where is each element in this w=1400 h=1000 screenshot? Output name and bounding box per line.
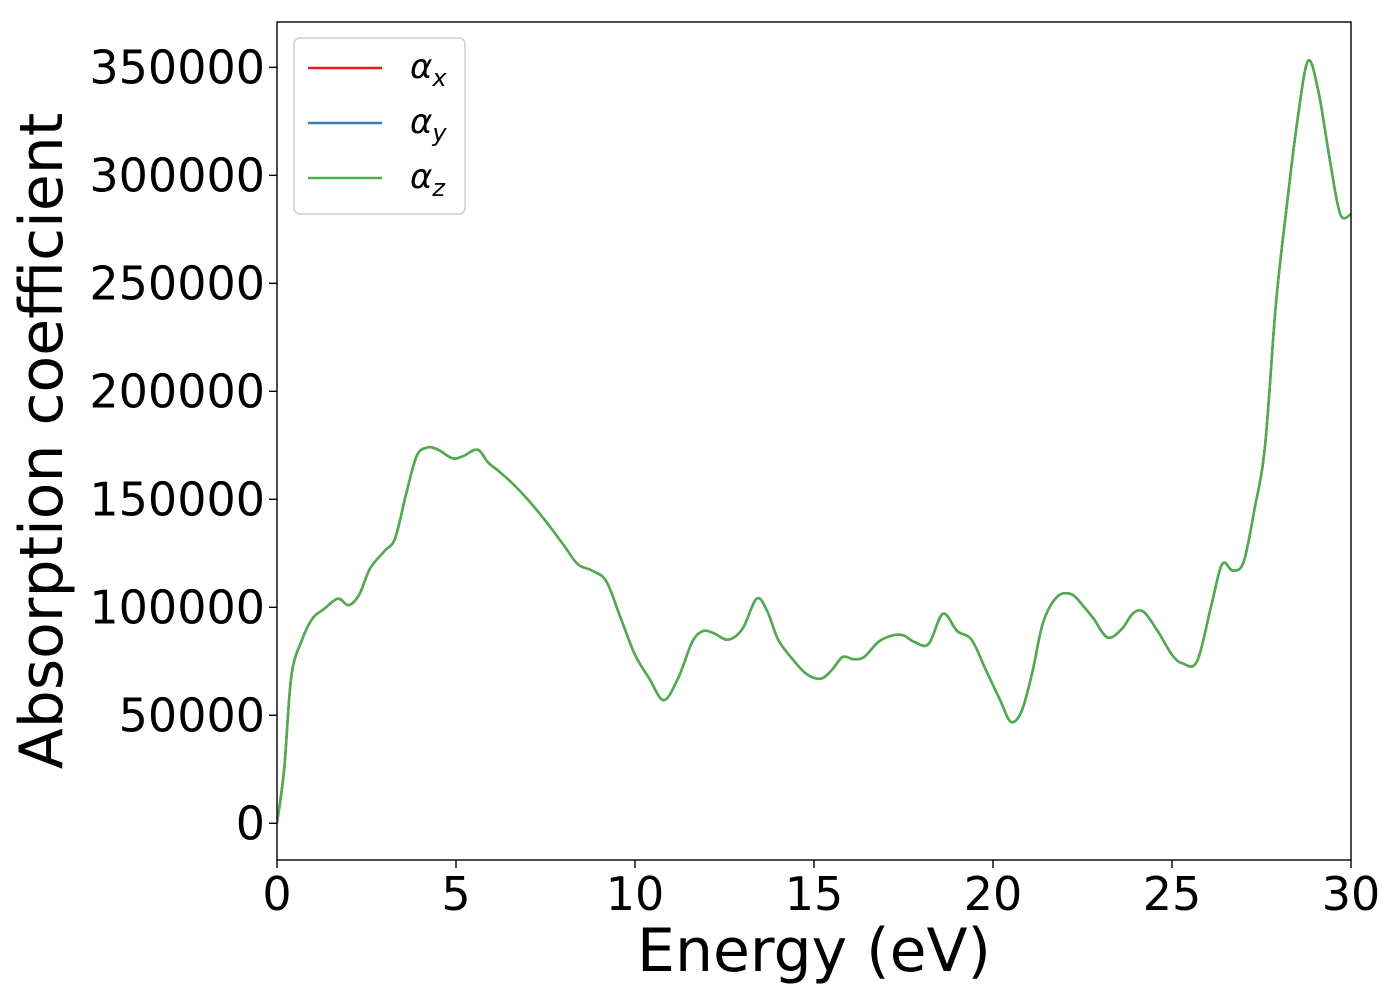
- legend-label-y: αy: [410, 102, 447, 147]
- x-tick-label: 20: [964, 867, 1023, 921]
- legend-label-x: αx: [410, 47, 447, 92]
- series-lines: [277, 59, 1351, 824]
- y-axis: 0 50000 100000 150000 200000 250000 300000 3500…: [89, 40, 277, 850]
- x-tick-label: 10: [606, 867, 665, 921]
- y-tick-label: 200000: [89, 364, 265, 418]
- x-tick-label: 15: [785, 867, 844, 921]
- legend-box: [293, 37, 466, 215]
- y-tick-label: 100000: [89, 580, 265, 634]
- y-tick-label: 50000: [119, 688, 265, 742]
- legend: αx αy αz: [293, 37, 466, 215]
- x-tick-label: 0: [262, 867, 291, 921]
- y-tick-label: 0: [236, 796, 265, 850]
- x-tick-label: 5: [441, 867, 470, 921]
- y-tick-label: 300000: [89, 148, 265, 202]
- series-line-z: [277, 59, 1351, 824]
- x-tick-label: 30: [1322, 867, 1381, 921]
- y-axis-title: Absorption coefficient: [7, 113, 77, 770]
- x-tick-label: 25: [1143, 867, 1202, 921]
- y-tick-label: 250000: [89, 256, 265, 310]
- x-axis: 0 5 10 15 20 25 30: [262, 860, 1380, 921]
- y-tick-label: 150000: [89, 472, 265, 526]
- x-axis-title: Energy (eV): [637, 916, 991, 986]
- y-tick-label: 350000: [89, 40, 265, 94]
- legend-label-z: αz: [410, 157, 446, 202]
